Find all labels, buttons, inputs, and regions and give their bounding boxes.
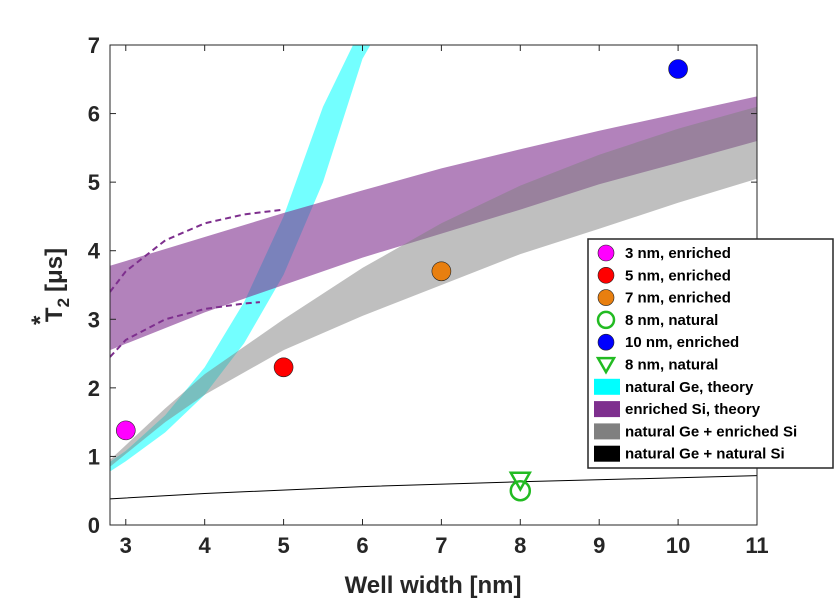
legend-marker-8-nm-natural-icon <box>596 310 616 330</box>
line-enriched-si-upper-dashed <box>110 208 284 293</box>
legend-item-natural-ge-enriched-si: natural Ge + enriched Si <box>594 423 797 440</box>
x-tick-label: 4 <box>199 533 212 558</box>
legend-swatch-natural-ge-theory <box>594 378 620 395</box>
marker-7-nm-enriched-circle <box>431 261 452 282</box>
band-natural-ge-enriched-si <box>110 106 757 467</box>
y-axis-title: T2 [μs] * <box>27 248 73 325</box>
x-tick-label: 5 <box>277 533 289 558</box>
svg-text:T2[μs]: T2 [μs] <box>41 248 73 322</box>
legend-marker-5-nm-enriched-icon <box>597 266 615 284</box>
y-axis-title-units: [μs] <box>41 248 68 292</box>
y-tick-label: 5 <box>88 170 100 195</box>
x-tick-label: 6 <box>356 533 368 558</box>
legend-item-3-nm-enriched: 3 nm, enriched <box>597 244 731 262</box>
legend-label: 8 nm, natural <box>625 357 718 374</box>
x-tick-label: 9 <box>593 533 605 558</box>
legend-label: enriched Si, theory <box>625 401 761 418</box>
y-axis-title-sub: 2 <box>54 298 73 307</box>
markers-layer <box>115 59 688 502</box>
x-tick-labels: 3 4 5 6 7 8 9 10 11 <box>120 533 769 558</box>
line-natural-ge-natural-si <box>110 475 757 500</box>
legend-item-enriched-si-theory: enriched Si, theory <box>594 401 761 418</box>
legend-label: 5 nm, enriched <box>625 267 731 284</box>
legend-label: natural Ge + natural Si <box>625 446 785 463</box>
legend-marker-triangle-icon <box>595 356 617 375</box>
legend-item-natural-ge-theory: natural Ge, theory <box>594 378 754 396</box>
y-tick-label: 2 <box>88 376 100 401</box>
legend-item-8-nm-natural: 8 nm, natural <box>596 310 718 330</box>
legend: 3 nm, enriched 5 nm, enriched 7 nm, enrich… <box>587 238 834 469</box>
marker-5-nm-enriched-circle <box>273 357 294 378</box>
legend-box <box>587 238 834 469</box>
legend-swatch-natural-ge-natural-si <box>594 445 620 462</box>
legend-item-7-nm-enriched: 7 nm, enriched <box>597 289 731 307</box>
lines-layer <box>110 208 757 500</box>
legend-marker-7-nm-enriched-icon <box>597 289 615 306</box>
band-natural-ge-theory <box>110 45 371 472</box>
x-tick-label: 7 <box>435 533 447 558</box>
x-tick-label: 10 <box>666 533 690 558</box>
legend-marker-10-nm-enriched-icon <box>597 333 615 351</box>
legend-label: 8 nm, natural <box>625 312 718 329</box>
legend-label: 10 nm, enriched <box>625 334 739 351</box>
legend-item-10-nm-enriched: 10 nm, enriched <box>597 333 739 351</box>
y-tick-label: 6 <box>88 102 100 127</box>
y-tick-label: 1 <box>88 444 100 469</box>
y-tick-label: 0 <box>88 513 100 538</box>
x-axis-title: Well width [nm] <box>345 572 522 599</box>
legend-label: natural Ge, theory <box>625 379 754 396</box>
legend-item-natural-ge-natural-si: natural Ge + natural Si <box>594 445 785 463</box>
legend-swatch-enriched-si-theory <box>594 401 620 418</box>
bands-layer <box>110 45 757 472</box>
y-tick-labels: 0 1 2 3 4 5 6 7 <box>88 33 101 538</box>
line-enriched-si-lower-dashed <box>110 301 260 358</box>
legend-label: 3 nm, enriched <box>625 245 731 262</box>
legend-item-8-nm-natural: 8 nm, natural <box>595 356 718 375</box>
legend-label: 7 nm, enriched <box>625 290 731 307</box>
marker-10-nm-enriched-circle <box>668 59 688 79</box>
marker-8-nm-natural-circle <box>509 479 532 502</box>
x-tick-label: 11 <box>745 533 768 558</box>
marker-3-nm-enriched-circle <box>115 420 136 441</box>
x-tick-label: 8 <box>514 533 526 558</box>
ticks-layer <box>110 44 758 526</box>
x-tick-label: 3 <box>120 533 132 558</box>
y-tick-label: 4 <box>88 239 101 264</box>
legend-label: natural Ge + enriched Si <box>625 423 797 440</box>
y-axis-title-main: T <box>41 307 68 322</box>
y-axis-title-sup: * <box>27 315 54 325</box>
legend-item-5-nm-enriched: 5 nm, enriched <box>597 266 731 284</box>
legend-marker-3-nm-enriched-icon <box>597 244 615 262</box>
y-tick-label: 3 <box>88 307 100 332</box>
y-tick-label: 7 <box>88 33 100 58</box>
legend-swatch-natural-ge-enriched-si <box>594 423 620 440</box>
marker-8-nm-natural-triangle <box>508 471 532 493</box>
